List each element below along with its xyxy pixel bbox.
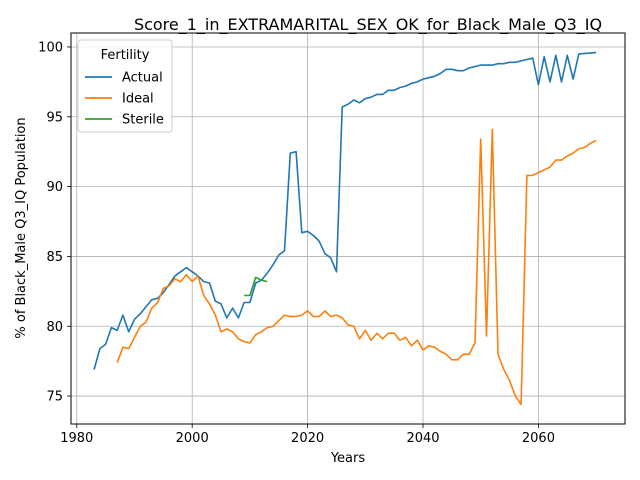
x-tick-label: 2000 — [176, 431, 209, 446]
series-line-ideal — [116, 128, 597, 406]
x-tick-label: 2020 — [291, 431, 324, 446]
y-tick-label: 85 — [46, 250, 63, 265]
y-tick-label: 95 — [46, 110, 63, 125]
y-tick-label: 80 — [46, 320, 63, 335]
series-line-sterile — [244, 276, 268, 297]
x-tick-label: 2040 — [406, 431, 439, 446]
x-tick-label: 2060 — [522, 431, 555, 446]
legend-label-sterile: Sterile — [122, 113, 164, 128]
legend-title: Fertility — [101, 48, 150, 63]
legend-entries: Actual Ideal Sterile — [85, 71, 164, 128]
plot-frame — [70, 32, 626, 425]
legend-label-actual: Actual — [122, 71, 163, 86]
y-tick-label: 90 — [46, 180, 63, 195]
axis-ticks: 1980 2000 2020 2040 2060 75 80 85 90 95 100 — [38, 40, 555, 446]
chart-title: Score_1_in_EXTRAMARITAL_SEX_OK_for_Black… — [134, 15, 602, 35]
x-axis-label: Years — [330, 451, 366, 466]
grid-lines — [71, 33, 625, 424]
legend-box — [77, 39, 173, 133]
y-tick-label: 100 — [38, 40, 63, 55]
legend-label-ideal: Ideal — [122, 92, 154, 107]
series-line-actual — [93, 51, 597, 370]
x-tick-label: 1980 — [60, 431, 93, 446]
y-axis-label: % of Black_Male Q3_IQ Population — [14, 117, 29, 338]
legend: Fertility Actual Ideal Sterile — [77, 39, 173, 133]
y-tick-label: 75 — [46, 390, 63, 405]
data-series — [93, 51, 597, 406]
